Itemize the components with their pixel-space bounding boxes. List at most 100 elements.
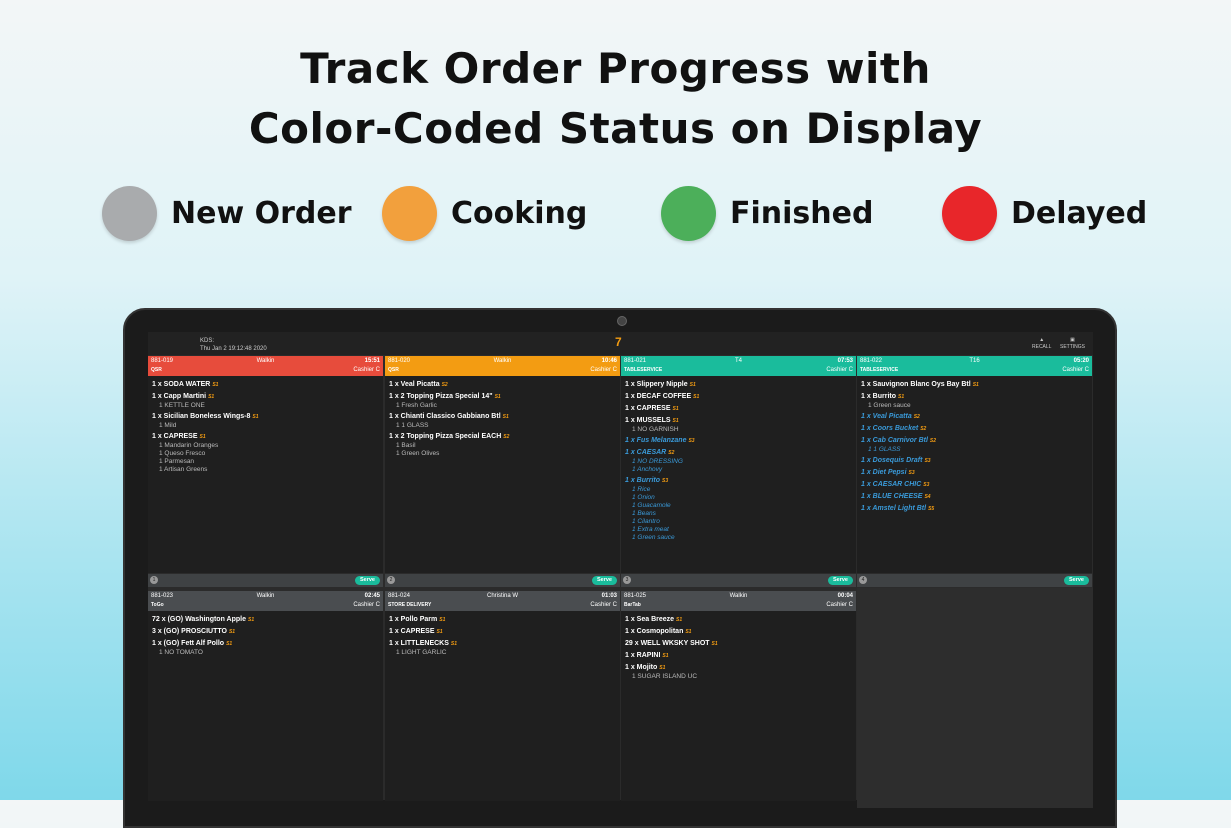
- order-source: Walkin: [256, 358, 275, 364]
- item-name: 1 x Fus Melanzane: [625, 437, 687, 444]
- item-name: 1 x CAPRESE: [389, 628, 435, 635]
- settings-button[interactable]: ▣ SETTINGS: [1060, 337, 1085, 351]
- order-count: 7: [615, 335, 622, 349]
- order-timer: 07:53: [837, 358, 853, 364]
- seat-label: S1: [439, 617, 446, 623]
- seat-label: S1: [228, 629, 236, 635]
- seat-label: S1: [450, 641, 458, 647]
- order-item: 1 x CAPRESE S1 1 Mandarin Oranges 1 Queso F…: [152, 432, 379, 474]
- seat-label: S2: [668, 450, 675, 456]
- order-id: 881-024: [388, 593, 411, 599]
- order-item: 3 x (GO) PROSCIUTTO S1: [152, 627, 379, 637]
- status-legend: New Order Cooking Finished Delayed: [0, 186, 1231, 242]
- card-number-badge: 3: [623, 576, 631, 584]
- order-type: STORE DELIVERY: [388, 602, 432, 608]
- order-card[interactable]: 881-021 T4 07:53 TABLESERVICE Cashier C 1 x S…: [621, 356, 856, 573]
- order-item: 1 x Sicilian Boneless Wings-8 S1 1 Mild: [152, 412, 379, 430]
- seat-label: S1: [672, 406, 679, 412]
- serve-button[interactable]: Serve: [592, 576, 617, 585]
- order-card-footer: 1 Serve: [148, 574, 383, 587]
- seat-label: S1: [898, 394, 905, 400]
- kds-title: KDS:: [200, 338, 215, 344]
- order-type: ToGo: [151, 602, 164, 608]
- item-modifier: 1 Rice: [632, 486, 651, 493]
- order-card-header: 881-022 T16 05:20 TABLESERVICE Cashier C: [857, 356, 1092, 376]
- cashier-name: Cashier C: [590, 367, 617, 373]
- order-card-footer: 3 Serve: [621, 574, 856, 587]
- order-card[interactable]: 881-023 Walkin 02:45 ToGo Cashier C 72 x (GO)…: [148, 591, 383, 801]
- item-name: 1 x CAPRESE: [152, 433, 198, 440]
- order-item: 1 x Dosequis Draft S3: [861, 456, 1088, 466]
- seat-label: S1: [659, 665, 666, 671]
- legend-label: New Order: [171, 196, 352, 231]
- order-item: 72 x (GO) Washington Apple S1: [152, 615, 379, 625]
- item-name: 1 x Amstel Light Btl: [861, 505, 927, 512]
- order-id: 881-023: [151, 593, 174, 599]
- item-name: 1 x Burrito: [625, 477, 661, 484]
- order-item: 1 x CAPRESE S1: [625, 404, 852, 414]
- serve-button[interactable]: Serve: [1064, 576, 1089, 585]
- order-id: 881-021: [624, 358, 647, 364]
- order-item: 1 x (GO) Fett Alf Pollo S1 1 NO TOMATO: [152, 639, 379, 657]
- order-card[interactable]: 881-022 T16 05:20 TABLESERVICE Cashier C 1 x …: [857, 356, 1092, 573]
- order-item: 1 x Capp Martini S1 1 KETTLE ONE: [152, 392, 379, 410]
- order-source: Walkin: [256, 593, 275, 599]
- order-item: 1 x Diet Pepsi S3: [861, 468, 1088, 478]
- item-modifier: 1 LIGHT GARLIC: [396, 649, 447, 656]
- item-name: 1 x Chianti Classico Gabbiano Btl: [389, 413, 501, 420]
- cashier-name: Cashier C: [1062, 367, 1089, 373]
- order-timer: 02:45: [364, 593, 380, 599]
- seat-label: S2: [503, 434, 510, 440]
- item-modifier: 1 Green sauce: [632, 534, 675, 541]
- seat-label: S3: [688, 438, 695, 444]
- order-item: 1 x 2 Topping Pizza Special 14" S1 1 Fresh…: [389, 392, 616, 410]
- order-card-header: 881-023 Walkin 02:45 ToGo Cashier C: [148, 591, 383, 611]
- serve-button[interactable]: Serve: [355, 576, 380, 585]
- seat-label: S1: [676, 617, 683, 623]
- headline-line-1: Track Order Progress with: [300, 44, 931, 93]
- legend-cooking: Cooking: [382, 186, 587, 241]
- seat-label: S5: [928, 506, 935, 512]
- seat-label: S2: [920, 426, 927, 432]
- item-modifier: 1 Cilantro: [632, 518, 660, 525]
- red-status-dot: [942, 186, 997, 241]
- order-items: 1 x Sauvignon Blanc Oys Bay Btl S1 1 x Bur…: [857, 376, 1092, 516]
- order-timer: 01:03: [601, 593, 617, 599]
- item-modifier: 1 NO TOMATO: [159, 649, 203, 656]
- item-modifier: 1 Green sauce: [868, 402, 911, 409]
- item-name: 1 x CAESAR: [625, 449, 667, 456]
- order-card-header: 881-025 Walkin 00:04 BarTab Cashier C: [621, 591, 856, 611]
- legend-label: Cooking: [451, 196, 588, 231]
- seat-label: S1: [247, 617, 255, 623]
- order-item: 1 x Burrito S1 1 Green sauce: [861, 392, 1088, 410]
- serve-button[interactable]: Serve: [828, 576, 853, 585]
- order-item: 1 x Veal Picatta S2: [861, 412, 1088, 422]
- order-card[interactable]: 881-020 Walkin 10:46 QSR Cashier C 1 x Veal P…: [385, 356, 620, 573]
- order-card[interactable]: 881-019 Walkin 15:51 QSR Cashier C 1 x SODA W…: [148, 356, 383, 573]
- item-name: 1 x Sea Breeze: [625, 616, 675, 623]
- bell-icon: ▲: [1039, 337, 1045, 343]
- item-name: 1 x Diet Pepsi: [861, 469, 907, 476]
- order-card-header: 881-021 T4 07:53 TABLESERVICE Cashier C: [621, 356, 856, 376]
- recall-label: RECALL: [1032, 344, 1052, 350]
- item-name: 1 x Slippery Nipple: [625, 381, 688, 388]
- item-modifier: 1 Green Olives: [396, 450, 440, 457]
- order-timer: 15:51: [364, 358, 380, 364]
- order-timer: 10:46: [601, 358, 617, 364]
- card-number-badge: 1: [150, 576, 158, 584]
- kds-screen: KDS: Thu Jan 2 19:12:48 2020 7 ▲ RECALL ▣…: [148, 332, 1093, 808]
- settings-label: SETTINGS: [1060, 344, 1086, 350]
- item-modifier: 1 Parmesan: [159, 458, 195, 465]
- recall-button[interactable]: ▲ RECALL: [1032, 337, 1051, 351]
- seat-label: S3: [924, 458, 931, 464]
- item-modifier: 1 Queso Fresco: [159, 450, 206, 457]
- gray-status-dot: [102, 186, 157, 241]
- order-items: 1 x Slippery Nipple S1 1 x DECAF COFFEE S1 1…: [621, 376, 856, 544]
- order-id: 881-022: [860, 358, 883, 364]
- item-name: 1 x (GO) Fett Alf Pollo: [152, 640, 225, 647]
- item-name: 1 x Coors Bucket: [861, 425, 919, 432]
- order-card[interactable]: 881-025 Walkin 00:04 BarTab Cashier C 1 x Sea…: [621, 591, 856, 801]
- item-name: 1 x Cab Carnivor Btl: [861, 437, 928, 444]
- item-name: 1 x Sicilian Boneless Wings-8: [152, 413, 251, 420]
- order-card[interactable]: 881-024 Christina W 01:03 STORE DELIVERY Cas…: [385, 591, 620, 801]
